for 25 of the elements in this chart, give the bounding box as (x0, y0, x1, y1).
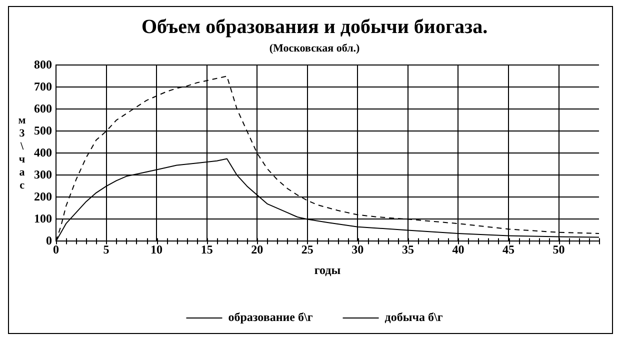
x-tick-label: 40 (452, 242, 464, 256)
x-tick-label: 25 (301, 242, 314, 256)
x-tick-label: 45 (502, 242, 514, 256)
chart-title: Объем образования и добычи биогаза. (141, 16, 488, 38)
y-tick-label: 100 (34, 211, 52, 226)
y-tick-label: 200 (34, 189, 52, 204)
legend-label: добыча б\г (384, 310, 444, 324)
x-tick-label: 35 (402, 242, 414, 256)
y-tick-label: 500 (34, 123, 52, 138)
y-tick-label: 0 (46, 233, 52, 248)
y-tick-label: 700 (34, 79, 52, 94)
x-tick-label: 5 (103, 242, 110, 256)
x-tick-label: 30 (352, 242, 364, 256)
y-tick-label: 300 (34, 167, 52, 182)
x-tick-label: 50 (552, 242, 565, 256)
y-axis-title: м3\час (18, 114, 26, 192)
x-tick-label: 10 (150, 242, 163, 256)
chart-subtitle: (Московская обл.) (269, 42, 360, 54)
x-axis-title: годы (314, 262, 342, 277)
y-tick-label: 400 (34, 145, 52, 160)
y-tick-label: 600 (34, 101, 52, 116)
legend-label: образование б\г (228, 310, 314, 324)
x-tick-label: 20 (251, 242, 264, 256)
x-tick-label: 15 (200, 242, 213, 256)
y-tick-label: 800 (34, 57, 52, 72)
